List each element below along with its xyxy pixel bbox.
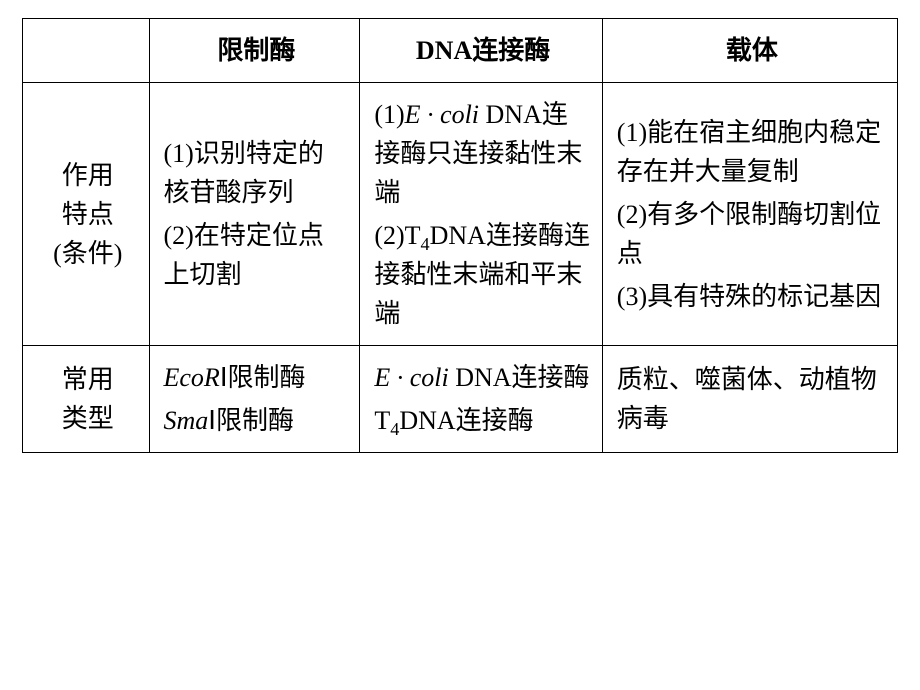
row-features-label: 作用 特点 (条件) bbox=[23, 83, 150, 346]
header-restriction-enzyme: 限制酶 bbox=[149, 19, 360, 83]
features-ligase-p2: (2)T4DNA连接酶连接黏性末端和平末端 bbox=[374, 216, 591, 333]
types-ligase-p2-sub: 4 bbox=[390, 419, 399, 439]
types-restriction-p1: EcoRⅠ限制酶 bbox=[164, 358, 350, 397]
features-ligase-p1-pre: (1) bbox=[374, 100, 404, 129]
cell-types-ligase: E · coli DNA连接酶 T4DNA连接酶 bbox=[360, 346, 602, 453]
cell-types-restriction: EcoRⅠ限制酶 SmaⅠ限制酶 bbox=[149, 346, 360, 453]
row-types: 常用 类型 EcoRⅠ限制酶 SmaⅠ限制酶 E · coli DNA连接酶 T… bbox=[23, 346, 898, 453]
features-ligase-p1: (1)E · coli DNA连接酶只连接黏性末端 bbox=[374, 95, 591, 212]
types-ligase-p2-pre: T bbox=[374, 406, 390, 435]
features-restriction-p2: (2)在特定位点上切割 bbox=[164, 216, 350, 294]
types-restriction-p1-italic: EcoR bbox=[164, 363, 220, 392]
cell-features-ligase: (1)E · coli DNA连接酶只连接黏性末端 (2)T4DNA连接酶连接黏… bbox=[360, 83, 602, 346]
features-vector-p3: (3)具有特殊的标记基因 bbox=[617, 277, 887, 316]
row-features-label-1: 作用 bbox=[37, 156, 139, 195]
row-features-label-3: (条件) bbox=[37, 234, 139, 273]
types-restriction-p1-post: Ⅰ限制酶 bbox=[220, 363, 306, 392]
table-container: 限制酶 DNA连接酶 载体 作用 特点 (条件) (1)识别特定的核苷酸序列 (… bbox=[0, 0, 920, 453]
cell-types-vector: 质粒、噬菌体、动植物病毒 bbox=[602, 346, 897, 453]
types-ligase-p2-post: DNA连接酶 bbox=[399, 406, 533, 435]
row-features-label-2: 特点 bbox=[37, 195, 139, 234]
row-types-label: 常用 类型 bbox=[23, 346, 150, 453]
features-vector-p2: (2)有多个限制酶切割位点 bbox=[617, 195, 887, 273]
features-ligase-p2-pre: (2)T bbox=[374, 221, 420, 250]
cell-features-restriction: (1)识别特定的核苷酸序列 (2)在特定位点上切割 bbox=[149, 83, 360, 346]
types-ligase-p1: E · coli DNA连接酶 bbox=[374, 358, 591, 397]
types-restriction-p2-italic: Sma bbox=[164, 406, 209, 435]
row-types-label-2: 类型 bbox=[37, 399, 139, 438]
row-types-label-1: 常用 bbox=[37, 360, 139, 399]
header-row: 限制酶 DNA连接酶 载体 bbox=[23, 19, 898, 83]
types-ligase-p2: T4DNA连接酶 bbox=[374, 401, 591, 440]
features-restriction-p1: (1)识别特定的核苷酸序列 bbox=[164, 134, 350, 212]
comparison-table: 限制酶 DNA连接酶 载体 作用 特点 (条件) (1)识别特定的核苷酸序列 (… bbox=[22, 18, 898, 453]
types-restriction-p2: SmaⅠ限制酶 bbox=[164, 401, 350, 440]
types-ligase-p1-italic: E · coli bbox=[374, 363, 448, 392]
types-vector-p1: 质粒、噬菌体、动植物病毒 bbox=[617, 360, 887, 438]
header-dna-ligase: DNA连接酶 bbox=[360, 19, 602, 83]
features-ligase-p1-italic: E · coli bbox=[405, 100, 479, 129]
features-vector-p1: (1)能在宿主细胞内稳定存在并大量复制 bbox=[617, 113, 887, 191]
features-ligase-p2-sub: 4 bbox=[421, 234, 430, 254]
types-restriction-p2-post: Ⅰ限制酶 bbox=[208, 406, 294, 435]
header-vector: 载体 bbox=[602, 19, 897, 83]
row-features: 作用 特点 (条件) (1)识别特定的核苷酸序列 (2)在特定位点上切割 (1)… bbox=[23, 83, 898, 346]
header-blank bbox=[23, 19, 150, 83]
cell-features-vector: (1)能在宿主细胞内稳定存在并大量复制 (2)有多个限制酶切割位点 (3)具有特… bbox=[602, 83, 897, 346]
types-ligase-p1-post: DNA连接酶 bbox=[449, 363, 590, 392]
